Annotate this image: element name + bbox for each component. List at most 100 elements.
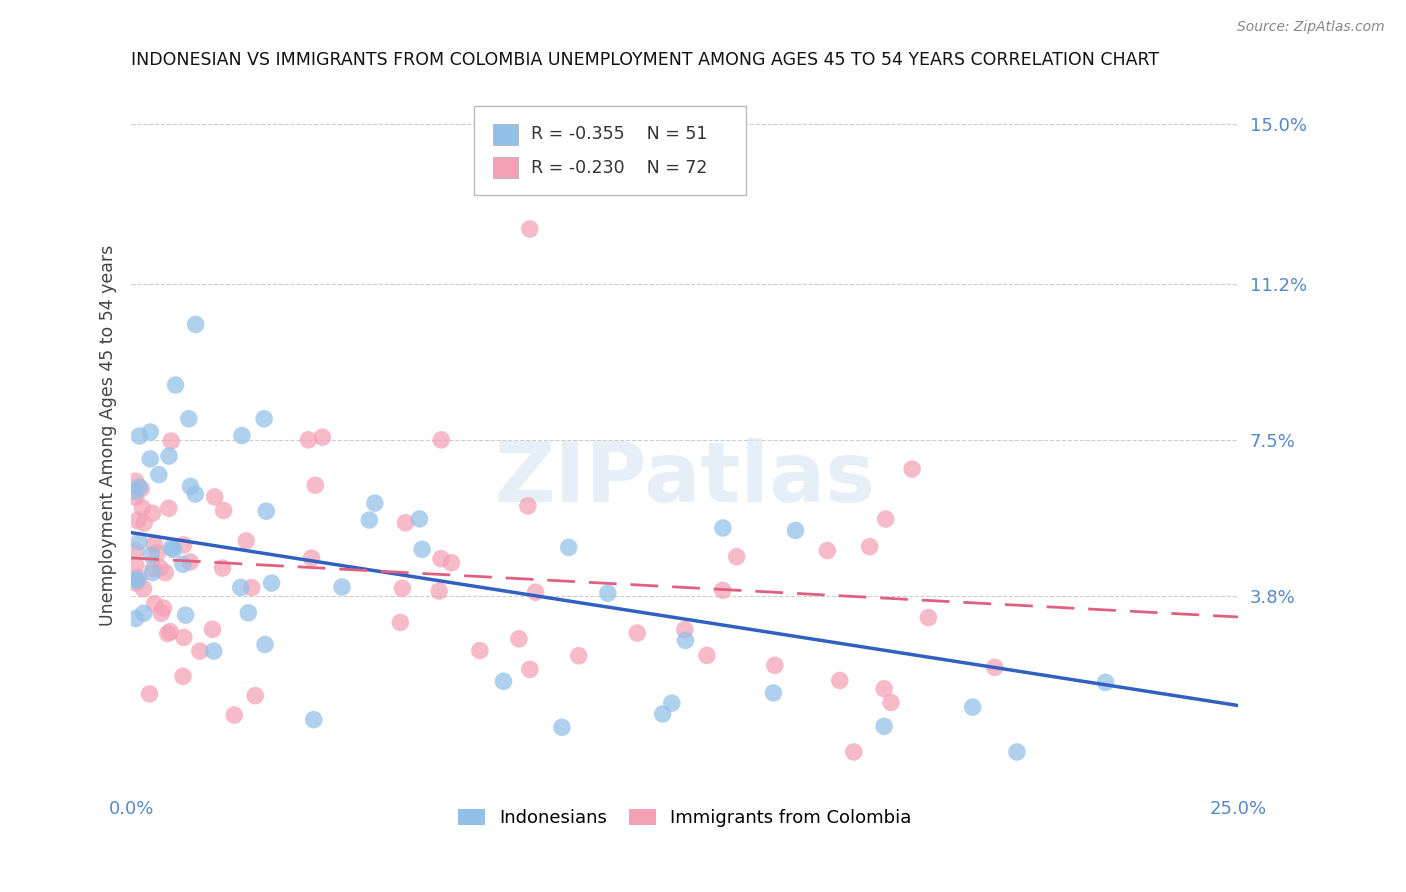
Point [651, 706, 673, 721]
Point [596, 586, 619, 600]
Point [142, 561, 165, 575]
Point [124, 475, 146, 489]
Point [828, 673, 851, 688]
Point [142, 566, 165, 580]
Point [411, 542, 433, 557]
Point [725, 549, 748, 564]
Point [558, 541, 581, 555]
Point [711, 583, 734, 598]
Point [427, 584, 450, 599]
Point [124, 573, 146, 587]
Point [128, 429, 150, 443]
Point [304, 478, 326, 492]
Point [842, 745, 865, 759]
Point [157, 449, 180, 463]
Point [143, 597, 166, 611]
Point [201, 623, 224, 637]
Point [302, 713, 325, 727]
Point [763, 658, 786, 673]
Point [172, 558, 194, 572]
Point [204, 490, 226, 504]
Point [516, 499, 538, 513]
Point [815, 543, 838, 558]
Point [785, 524, 807, 538]
Point [124, 484, 146, 499]
Point [156, 626, 179, 640]
Point [762, 686, 785, 700]
Point [160, 434, 183, 448]
Point [148, 467, 170, 482]
Point [165, 378, 187, 392]
Point [330, 580, 353, 594]
Point [184, 318, 207, 332]
Point [524, 585, 547, 599]
Point [508, 632, 530, 646]
Point [917, 610, 939, 624]
Point [297, 433, 319, 447]
Point [364, 496, 387, 510]
Point [141, 506, 163, 520]
Point [859, 540, 882, 554]
Point [962, 700, 984, 714]
Point [155, 566, 177, 580]
Point [711, 521, 734, 535]
Point [132, 582, 155, 596]
Point [440, 556, 463, 570]
Point [301, 551, 323, 566]
Point [873, 681, 896, 696]
Point [152, 601, 174, 615]
Point [124, 576, 146, 591]
Point [359, 513, 381, 527]
Point [150, 607, 173, 621]
Text: Source: ZipAtlas.com: Source: ZipAtlas.com [1237, 20, 1385, 34]
Point [173, 631, 195, 645]
Point [174, 608, 197, 623]
Point [661, 696, 683, 710]
Text: R = -0.230    N = 72: R = -0.230 N = 72 [531, 159, 707, 177]
Point [391, 582, 413, 596]
Point [132, 516, 155, 531]
Point [138, 687, 160, 701]
Point [229, 581, 252, 595]
Point [873, 719, 896, 733]
Point [551, 720, 574, 734]
Point [260, 576, 283, 591]
Text: ZIPatlas: ZIPatlas [495, 438, 876, 518]
Point [179, 555, 201, 569]
Point [238, 606, 260, 620]
Point [157, 501, 180, 516]
Point [492, 674, 515, 689]
Point [311, 430, 333, 444]
Point [184, 487, 207, 501]
Point [430, 433, 453, 447]
Point [254, 504, 277, 518]
Point [519, 222, 541, 236]
Point [128, 571, 150, 585]
Point [568, 648, 591, 663]
Point [673, 623, 696, 637]
Point [1094, 675, 1116, 690]
Point [901, 462, 924, 476]
Point [1005, 745, 1028, 759]
Point [146, 546, 169, 560]
Point [675, 633, 697, 648]
Point [129, 482, 152, 496]
Point [202, 644, 225, 658]
Point [177, 411, 200, 425]
Point [430, 551, 453, 566]
Point [468, 643, 491, 657]
Point [211, 561, 233, 575]
Point [139, 451, 162, 466]
Point [240, 581, 263, 595]
Point [212, 503, 235, 517]
FancyBboxPatch shape [494, 124, 517, 145]
Point [128, 480, 150, 494]
Point [253, 411, 276, 425]
Point [188, 644, 211, 658]
Point [124, 558, 146, 573]
Point [131, 500, 153, 515]
Y-axis label: Unemployment Among Ages 45 to 54 years: Unemployment Among Ages 45 to 54 years [100, 245, 117, 626]
Point [626, 626, 648, 640]
Point [880, 696, 903, 710]
Point [875, 512, 897, 526]
